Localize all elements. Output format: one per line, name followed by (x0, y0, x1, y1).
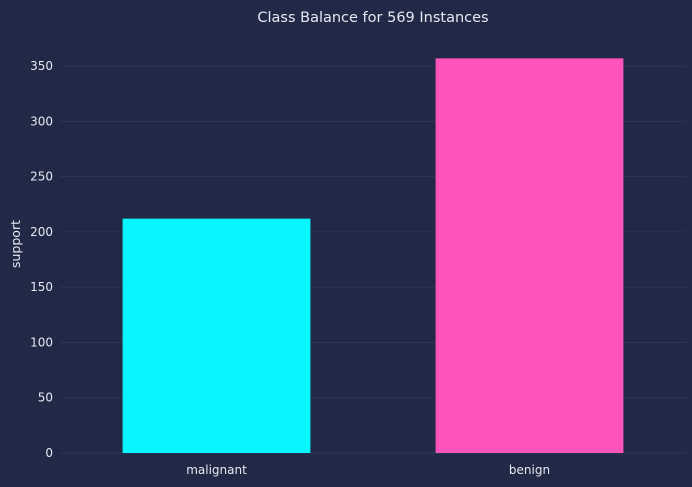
y-tick-label: 250 (30, 170, 53, 184)
y-tick-label: 200 (30, 225, 53, 239)
x-tick-label-benign: benign (509, 463, 550, 477)
bars (122, 58, 624, 453)
y-tick-label: 350 (30, 59, 53, 73)
y-tick-label: 50 (38, 391, 53, 405)
x-tick-label-malignant: malignant (186, 463, 247, 477)
y-tick-labels: 0 50 100 150 200 250 300 350 (30, 59, 53, 460)
y-axis-label: support (8, 220, 23, 268)
y-tick-label: 150 (30, 280, 53, 294)
x-tick-labels: malignant benign (186, 463, 550, 477)
bar-benign (435, 58, 624, 453)
chart-title: Class Balance for 569 Instances (257, 10, 488, 26)
bar-malignant (122, 218, 311, 453)
y-tick-label: 100 (30, 335, 53, 349)
y-tick-label: 0 (45, 446, 53, 460)
y-tick-label: 300 (30, 114, 53, 128)
